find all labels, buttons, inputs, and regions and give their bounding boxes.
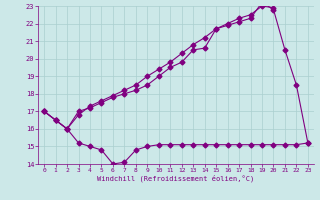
X-axis label: Windchill (Refroidissement éolien,°C): Windchill (Refroidissement éolien,°C) bbox=[97, 175, 255, 182]
